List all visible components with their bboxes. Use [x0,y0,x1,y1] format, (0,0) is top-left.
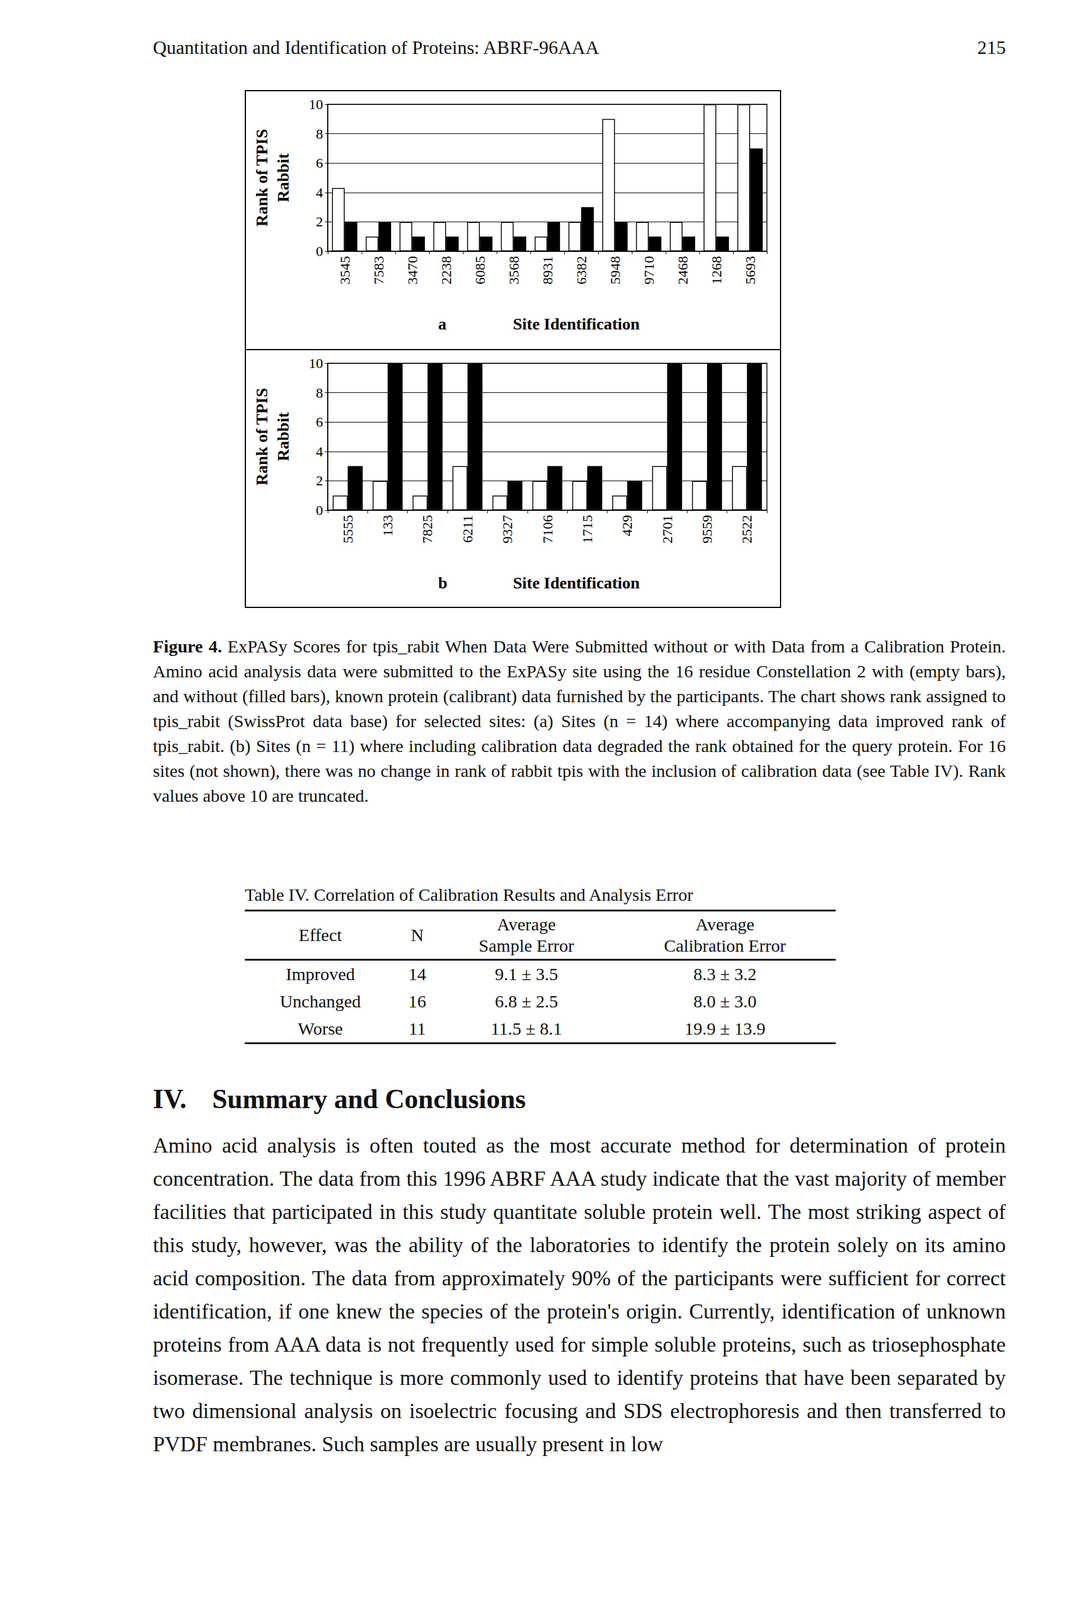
svg-text:1715: 1715 [579,515,596,544]
html-text:Figure 4. ExPASy Scores for tp: Figure 4. ExPASy Scores for tpis_rabit W… [152,636,1006,806]
html-text:Worse: Worse [297,1018,343,1039]
html-text:Sample Error: Sample Error [478,935,575,956]
html-text:19.9 ± 13.9: 19.9 ± 13.9 [684,1018,766,1039]
svg-text:Rank of TPIS: Rank of TPIS [252,129,271,227]
html-text:Table IV. Correlation of Calib: Table IV. Correlation of Calibration Res… [244,884,694,905]
html-text:N: N [410,925,424,945]
svg-text:2701: 2701 [659,515,676,544]
html-text:Quantitation and Identificatio: Quantitation and Identification of Prote… [152,36,600,59]
html-text:Calibration Error: Calibration Error [663,935,786,956]
svg-text:Rabbit: Rabbit [273,411,293,462]
svg-text:9559: 9559 [699,515,715,544]
html-text:215: 215 [977,36,1006,59]
html-text:Effect: Effect [298,925,342,945]
svg-text:8931: 8931 [539,256,556,285]
svg-text:3568: 3568 [506,256,522,285]
svg-text:2: 2 [315,472,324,489]
svg-text:2: 2 [315,213,324,230]
html-text:Unchanged: Unchanged [279,991,361,1012]
html-text:Average: Average [496,914,556,935]
svg-text:a: a [437,314,447,334]
svg-text:1268: 1268 [708,256,725,285]
svg-text:4: 4 [315,443,324,460]
html-text:9.1 ± 3.5: 9.1 ± 3.5 [494,964,558,984]
svg-text:5555: 5555 [340,515,356,544]
svg-text:429: 429 [619,515,635,537]
svg-text:8: 8 [315,385,324,401]
svg-text:b: b [437,573,448,593]
svg-text:3470: 3470 [404,256,421,285]
svg-text:0: 0 [315,502,324,518]
svg-text:9710: 9710 [641,256,657,285]
svg-text:133: 133 [379,515,396,537]
svg-text:0: 0 [315,243,324,259]
svg-text:7106: 7106 [539,515,556,544]
html-text:6.8 ± 2.5: 6.8 ± 2.5 [494,991,558,1012]
svg-text:10: 10 [308,355,324,372]
svg-text:2238: 2238 [438,256,454,285]
html-text:Summary and Conclusions: Summary and Conclusions [212,1084,526,1115]
svg-text:7825: 7825 [419,515,436,544]
html-text:8.3 ± 3.2: 8.3 ± 3.2 [693,964,757,984]
svg-text:3545: 3545 [337,256,353,285]
svg-text:6: 6 [315,414,324,430]
html-text:16: 16 [408,991,427,1012]
html-text:Amino acid analysis is often t: Amino acid analysis is often touted as t… [152,1133,1006,1457]
html-text:11.5 ± 8.1: 11.5 ± 8.1 [490,1018,563,1039]
html-text:11: 11 [408,1018,426,1039]
svg-text:5948: 5948 [607,256,623,285]
svg-text:6: 6 [315,155,324,171]
html-text:8.0 ± 3.0: 8.0 ± 3.0 [693,991,757,1012]
svg-text:8: 8 [315,126,324,142]
svg-text:Site Identification: Site Identification [513,314,641,334]
svg-text:5693: 5693 [742,256,759,285]
svg-text:7583: 7583 [371,256,387,285]
svg-text:Site Identification: Site Identification [513,573,641,593]
svg-text:4: 4 [315,184,324,201]
html-text:IV.: IV. [152,1084,187,1115]
svg-text:Rank of TPIS: Rank of TPIS [252,388,271,486]
svg-text:10: 10 [308,96,324,113]
svg-text:2468: 2468 [675,256,691,285]
svg-text:Rabbit: Rabbit [273,152,293,203]
svg-text:6211: 6211 [459,515,476,543]
html-text:Improved: Improved [285,964,355,984]
svg-text:6382: 6382 [573,256,590,285]
svg-text:9327: 9327 [499,515,516,544]
svg-text:6085: 6085 [472,256,488,285]
svg-text:2522: 2522 [739,515,755,544]
html-text:14: 14 [408,964,427,984]
html-text:Average: Average [695,914,755,935]
